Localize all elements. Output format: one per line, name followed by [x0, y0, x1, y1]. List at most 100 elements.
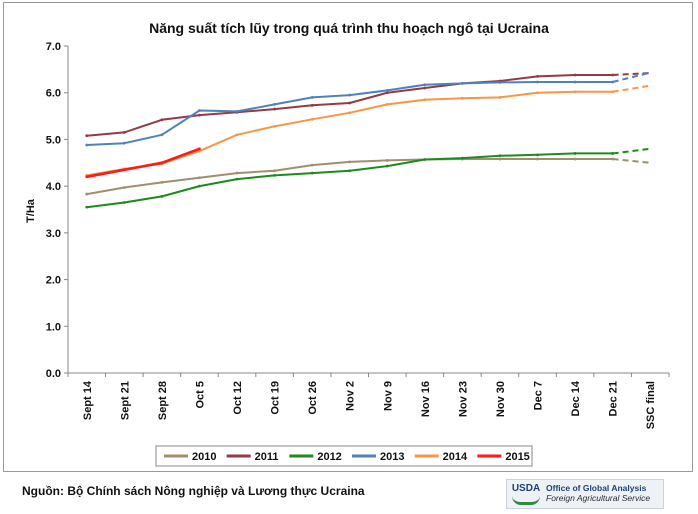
- data-point: [611, 90, 615, 94]
- data-point: [536, 153, 539, 157]
- data-point: [122, 186, 126, 189]
- data-point: [160, 118, 164, 122]
- legend-label-2014: 2014: [443, 451, 468, 463]
- data-point: [122, 131, 126, 134]
- data-point: [310, 103, 314, 107]
- x-tick-label: Oct 19: [270, 381, 282, 415]
- y-tick-label: 5.0: [46, 134, 61, 146]
- x-tick-label: Sept 21: [119, 381, 131, 420]
- data-point: [461, 81, 464, 85]
- data-point: [573, 157, 577, 161]
- x-tick-label: Nov 30: [495, 381, 507, 417]
- series-final-dash-2012: [612, 147, 651, 155]
- series-2015: [85, 147, 201, 179]
- series-final-dash-2014: [612, 84, 651, 93]
- data-point: [85, 205, 89, 209]
- data-point: [611, 73, 615, 77]
- data-point: [423, 158, 427, 161]
- y-tick-label: 0.0: [46, 368, 61, 380]
- data-point: [235, 110, 239, 113]
- data-point: [385, 159, 389, 162]
- series-2014: [85, 84, 651, 177]
- data-point: [160, 181, 164, 184]
- data-point: [310, 95, 314, 99]
- legend-box: [155, 445, 533, 467]
- data-point: [573, 73, 577, 77]
- usda-logo-mark-text: USDA: [511, 482, 541, 494]
- x-tick-label: Nov 16: [420, 381, 432, 417]
- data-point: [348, 93, 352, 97]
- data-point: [85, 175, 89, 179]
- data-point: [273, 173, 276, 177]
- data-point: [122, 201, 126, 204]
- data-point: [573, 90, 577, 94]
- data-point: [573, 152, 577, 155]
- series-final-dash-2013: [612, 71, 651, 83]
- data-point: [385, 164, 389, 168]
- series-2010: [85, 157, 651, 196]
- legend-label-2012: 2012: [317, 451, 341, 463]
- data-point: [198, 176, 201, 180]
- y-tick-label: 6.0: [46, 88, 61, 100]
- line-chart: Năng suất tích lũy trong quá trình thu h…: [25, 20, 670, 467]
- data-point: [235, 177, 239, 181]
- data-point: [461, 96, 464, 100]
- y-tick-label: 4.0: [46, 181, 61, 193]
- series-line-2010: [86, 158, 613, 196]
- legend-label-2015: 2015: [505, 451, 529, 463]
- x-tick-label: SSC final: [645, 381, 657, 429]
- data-point: [310, 163, 314, 167]
- x-tick-label: Oct 26: [307, 381, 319, 415]
- data-point: [273, 124, 276, 128]
- data-point: [498, 81, 502, 84]
- legend-label-2013: 2013: [380, 451, 404, 463]
- x-tick-label: Sept 14: [82, 380, 94, 420]
- data-point: [160, 195, 164, 198]
- data-point: [573, 80, 577, 84]
- data-point: [273, 169, 276, 173]
- y-tick-label: 2.0: [46, 275, 61, 287]
- data-point: [385, 102, 389, 106]
- legend-label-2011: 2011: [255, 451, 279, 463]
- y-tick-label: 7.0: [46, 41, 61, 53]
- y-axis-label: T/Ha: [25, 198, 37, 223]
- data-point: [536, 80, 539, 84]
- data-point: [348, 101, 352, 105]
- y-tick-label: 1.0: [46, 321, 61, 333]
- data-point: [85, 143, 89, 147]
- x-tick-label: Dec 7: [533, 381, 545, 410]
- usda-swoosh-icon: [512, 496, 540, 505]
- x-tick-label: Sept 28: [157, 381, 169, 420]
- data-point: [122, 168, 126, 172]
- source-note: Nguồn: Bộ Chính sách Nông nghiệp và Lươn…: [22, 484, 365, 498]
- series-2013: [85, 71, 651, 147]
- data-point: [348, 169, 352, 173]
- data-point: [122, 141, 126, 145]
- data-point: [536, 157, 539, 161]
- data-point: [385, 88, 389, 92]
- data-point: [498, 154, 502, 158]
- data-point: [198, 147, 201, 151]
- data-point: [198, 184, 201, 188]
- data-point: [385, 91, 389, 95]
- legend-label-2010: 2010: [192, 451, 216, 463]
- data-point: [611, 157, 615, 161]
- data-point: [273, 107, 276, 111]
- data-point: [235, 171, 239, 175]
- x-tick-label: Nov 23: [457, 381, 469, 417]
- x-tick-label: Nov 2: [345, 381, 357, 411]
- data-point: [310, 171, 314, 175]
- x-tick-label: Nov 9: [382, 381, 394, 411]
- x-tick-label: Oct 5: [194, 381, 206, 409]
- series-2012: [85, 147, 651, 209]
- usda-logo-text: Office of Global Analysis Foreign Agricu…: [546, 483, 650, 504]
- usda-logo-line1: Office of Global Analysis: [546, 483, 647, 494]
- data-point: [198, 113, 201, 117]
- x-tick-label: Dec 21: [608, 381, 620, 416]
- data-point: [536, 74, 539, 78]
- data-point: [461, 156, 464, 160]
- data-point: [235, 133, 239, 137]
- x-tick-label: Dec 14: [570, 380, 582, 416]
- series-line-2015: [86, 147, 200, 179]
- data-point: [423, 86, 427, 90]
